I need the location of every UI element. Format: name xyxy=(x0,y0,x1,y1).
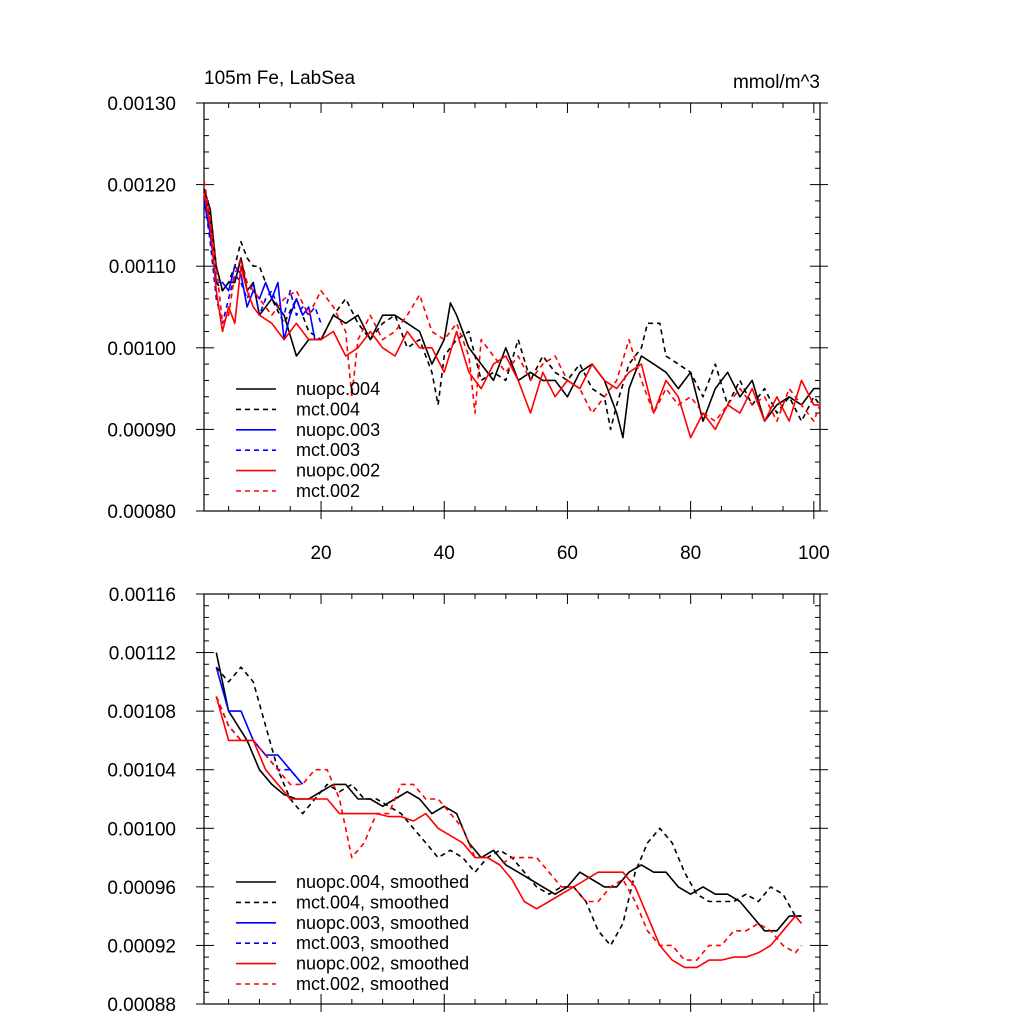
series-line-mct-003 xyxy=(203,196,322,325)
series-line-mct-002 xyxy=(203,180,821,423)
x-tick-label: 40 xyxy=(434,543,455,564)
panel-1: 20 40 60 80 100 0.00080 0.00090 0.00100 0.00110 0… xyxy=(107,94,829,564)
legend-label: nuopc.004 xyxy=(296,379,380,399)
x-tick-label: 60 xyxy=(557,543,578,564)
legend-label: mct.004, smoothed xyxy=(296,892,449,912)
legend-label: nuopc.004, smoothed xyxy=(296,872,469,892)
series-line-nuopc-004 xyxy=(203,188,820,439)
plot-frame xyxy=(203,102,821,512)
x-tick-label: 80 xyxy=(680,543,701,564)
y-tick-label: 0.00108 xyxy=(107,702,176,723)
series-line-nuopc-002-smoothed xyxy=(215,696,803,969)
legend-label: mct.002, smoothed xyxy=(296,974,449,994)
series-line-nuopc-002 xyxy=(203,192,820,439)
legend-label: nuopc.002, smoothed xyxy=(296,954,469,974)
y-tick-label: 0.00112 xyxy=(109,644,176,665)
legend-label: nuopc.003 xyxy=(296,420,380,440)
y-tick-label: 0.00110 xyxy=(109,257,176,278)
y-tick-label: 0.00130 xyxy=(107,94,176,115)
y-tick-label: 0.00104 xyxy=(107,761,176,782)
series-line-nuopc-004-smoothed xyxy=(215,652,802,932)
legend-label: mct.003, smoothed xyxy=(296,933,449,953)
legend-label: mct.004 xyxy=(296,399,360,419)
y-tick-label: 0.00096 xyxy=(107,878,176,899)
y-tick-label: 0.00092 xyxy=(107,936,176,957)
legend-label: mct.003 xyxy=(296,440,360,460)
panel-2: 0.00088 0.00092 0.00096 0.00100 0.00104 0.001… xyxy=(107,585,828,1016)
y-tick-label: 0.00088 xyxy=(107,995,176,1016)
y-tick-label: 0.00116 xyxy=(109,585,176,606)
legend-label: mct.002 xyxy=(296,481,360,501)
series-line-mct-002-smoothed xyxy=(215,696,803,961)
y-tick-label: 0.00090 xyxy=(107,420,176,441)
y-tick-label: 0.00100 xyxy=(107,339,176,360)
x-tick-label: 100 xyxy=(798,543,830,564)
y-tick-label: 0.00120 xyxy=(107,176,176,197)
series-line-nuopc-003 xyxy=(203,200,321,341)
y-tick-label: 0.00100 xyxy=(107,819,176,840)
plot-frame xyxy=(203,593,821,1005)
legend-label: nuopc.003, smoothed xyxy=(296,913,469,933)
y-tick-label: 0.00080 xyxy=(107,502,176,523)
chart-title: 105m Fe, LabSea xyxy=(204,68,355,89)
chart-units: mmol/m^3 xyxy=(733,72,820,93)
x-tick-label: 20 xyxy=(310,543,331,564)
legend-label: nuopc.002 xyxy=(296,461,380,481)
